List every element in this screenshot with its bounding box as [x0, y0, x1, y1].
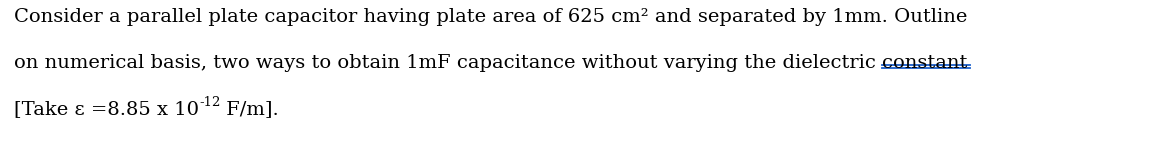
Text: constant: constant [882, 54, 968, 72]
Text: -12: -12 [199, 96, 220, 109]
Text: on numerical basis, two ways to obtain 1mF capacitance without varying the diele: on numerical basis, two ways to obtain 1… [14, 54, 882, 72]
Text: Consider a parallel plate capacitor having plate area of 625 cm² and separated b: Consider a parallel plate capacitor havi… [14, 8, 968, 26]
Text: F/m].: F/m]. [220, 100, 279, 118]
Text: [Take ε =8.85 x 10: [Take ε =8.85 x 10 [14, 100, 199, 118]
